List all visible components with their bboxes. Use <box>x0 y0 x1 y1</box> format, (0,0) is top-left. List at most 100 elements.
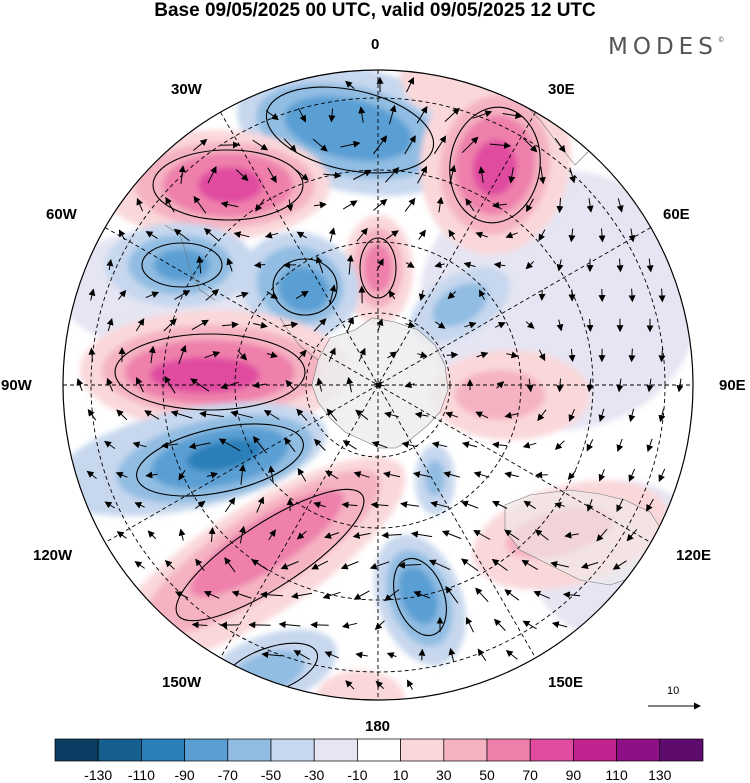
wind-arrow <box>255 198 265 212</box>
colorbar-swatch <box>227 738 272 762</box>
wind-arrow <box>473 471 490 478</box>
wind-arrow <box>295 290 309 300</box>
wind-arrow <box>239 525 246 544</box>
wind-arrow <box>208 527 216 543</box>
wind-arrow <box>220 381 239 390</box>
wind-arrow <box>371 441 388 449</box>
wind-arrow <box>373 198 388 211</box>
wind-arrow <box>521 559 538 571</box>
wind-arrow <box>526 198 534 213</box>
wind-arrow <box>261 651 282 659</box>
wind-arrow <box>628 348 636 363</box>
wind-arrow <box>238 464 246 485</box>
wind-arrow <box>405 321 416 328</box>
wind-arrow <box>340 140 361 148</box>
wind-arrow <box>626 529 638 542</box>
lon-label-120w: 120W <box>33 547 73 564</box>
wind-arrow <box>268 465 276 484</box>
wind-arrow <box>448 647 456 662</box>
colorbar-tick-label: 110 <box>605 767 628 783</box>
wind-arrow <box>430 500 449 508</box>
wind-arrow <box>556 319 564 332</box>
wind-arrow <box>538 349 546 362</box>
wind-arrow <box>447 291 457 300</box>
wind-arrow <box>206 471 219 479</box>
wind-arrow <box>147 530 157 540</box>
wind-arrow <box>616 378 624 393</box>
colorbar-swatch <box>616 738 661 762</box>
colorbar-tick-label: -90 <box>174 767 195 783</box>
wind-arrow <box>568 408 576 422</box>
wind-arrow <box>135 318 145 332</box>
wind-arrow <box>646 258 654 273</box>
wind-arrow <box>260 591 284 599</box>
wind-arrow <box>203 590 220 599</box>
wind-arrow <box>178 469 186 481</box>
wind-arrow <box>315 255 324 274</box>
wind-arrow <box>76 378 84 392</box>
wind-arrow <box>226 257 234 272</box>
wind-arrow <box>478 166 486 183</box>
wind-arrow <box>533 590 550 599</box>
lon-label-60w: 60W <box>46 206 77 223</box>
wind-arrow <box>340 561 359 570</box>
colorbar-swatch <box>270 738 315 762</box>
wind-arrow <box>173 228 190 241</box>
wind-arrow <box>562 591 581 599</box>
anomaly-weak-low-indian <box>410 267 510 343</box>
lon-label-30e: 30E <box>548 81 575 98</box>
wind-arrow <box>161 441 179 449</box>
wind-arrow <box>313 501 326 509</box>
wind-arrow <box>145 471 158 479</box>
wind-arrow <box>492 201 507 209</box>
wind-arrow <box>310 621 329 629</box>
wind-arrow <box>145 231 158 239</box>
wind-arrow <box>628 468 636 483</box>
wind-arrow <box>556 378 564 393</box>
wind-arrow <box>132 441 147 449</box>
wind-arrow <box>311 560 329 570</box>
wind-arrow <box>580 562 599 570</box>
wind-arrow <box>534 529 549 541</box>
wind-arrow <box>144 410 160 420</box>
wind-arrow <box>384 589 400 602</box>
wind-arrow <box>418 289 426 301</box>
wind-arrow <box>407 679 414 690</box>
wind-arrow <box>489 141 512 149</box>
wind-arrow <box>381 531 402 539</box>
wind-arrow <box>472 110 493 119</box>
wind-arrow <box>325 470 339 480</box>
wind-arrow <box>191 319 209 331</box>
wind-arrow <box>106 259 114 271</box>
wind-arrow <box>646 378 654 393</box>
wind-arrow <box>551 621 568 629</box>
wind-arrow <box>265 110 279 121</box>
wind-arrow <box>405 261 415 268</box>
colorbar-tick-label: -70 <box>217 767 238 783</box>
wind-arrow <box>397 561 422 569</box>
colorbar-tick-label: -110 <box>127 767 155 783</box>
wind-arrow <box>554 440 565 450</box>
lon-label-30w: 30W <box>171 81 202 98</box>
wind-arrow <box>355 651 368 659</box>
lon-label-150w: 150W <box>162 674 202 691</box>
wind-arrow <box>118 229 126 241</box>
wind-arrow <box>444 107 460 122</box>
wind-arrow <box>235 169 249 182</box>
wind-arrow <box>612 560 627 570</box>
wind-arrow <box>586 198 594 213</box>
wind-arrow <box>346 376 354 393</box>
wind-arrow <box>345 80 355 89</box>
wind-arrow <box>199 410 224 418</box>
contour-lines <box>114 86 541 698</box>
wind-arrow <box>628 228 636 243</box>
wind-arrow <box>476 351 489 359</box>
map-disc <box>63 70 693 700</box>
wind-arrow <box>412 471 431 478</box>
lon-label-90e: 90E <box>719 377 746 394</box>
wind-arrow <box>295 169 309 181</box>
wind-arrow <box>441 530 462 540</box>
lon-label-180: 180 <box>365 718 391 735</box>
wind-arrow <box>475 587 489 603</box>
colorbar-tick-label: -130 <box>84 767 113 783</box>
